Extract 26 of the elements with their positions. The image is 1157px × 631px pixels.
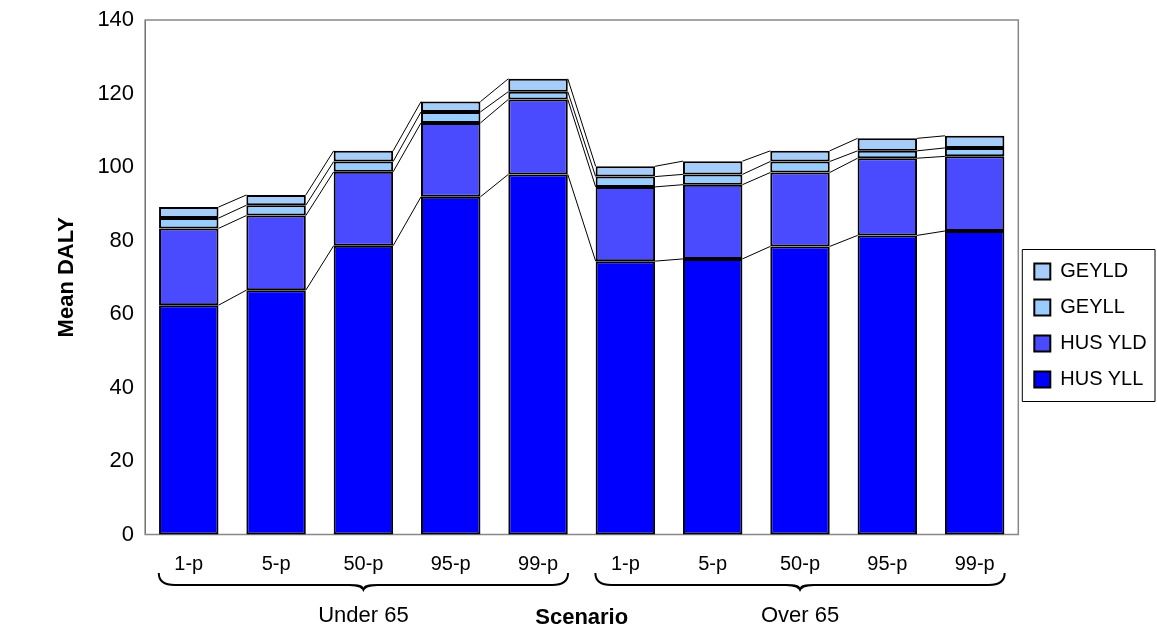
x-tick-label: 99-p bbox=[518, 552, 559, 575]
x-tick-label: 5-p bbox=[698, 552, 728, 575]
legend-label: HUS YLL bbox=[1060, 367, 1144, 390]
text: Over 65 bbox=[760, 602, 840, 627]
text: Under 65 bbox=[318, 602, 409, 627]
x-tick-label: 1-p bbox=[610, 552, 640, 575]
y-tick-label: 140 bbox=[97, 6, 135, 32]
y-tick-label: 100 bbox=[97, 153, 135, 179]
legend-label: GEYLL bbox=[1060, 295, 1125, 318]
x-tick-label: 95-p bbox=[430, 552, 471, 575]
x-tick-label: 5-p bbox=[261, 552, 291, 575]
y-tick-label: 120 bbox=[97, 79, 135, 105]
y-tick-label: 20 bbox=[109, 447, 135, 473]
legend-label: HUS YLD bbox=[1060, 331, 1147, 354]
x-tick-label: 50-p bbox=[779, 552, 821, 575]
y-tick-label: 0 bbox=[121, 520, 135, 546]
x-tick-label: 50-p bbox=[343, 552, 384, 575]
x-tick-label: 95-p bbox=[867, 552, 908, 575]
x-tick-label: 99-p bbox=[954, 552, 995, 575]
x-axis-title: Scenario bbox=[535, 603, 629, 629]
y-tick-label: 80 bbox=[109, 226, 135, 252]
x-tick-label: 1-p bbox=[174, 552, 204, 575]
y-tick-label: 40 bbox=[109, 373, 135, 399]
y-tick-label: 60 bbox=[109, 300, 135, 326]
y-axis-title: Mean DALY bbox=[53, 216, 79, 338]
legend-label: GEYLD bbox=[1060, 259, 1129, 282]
